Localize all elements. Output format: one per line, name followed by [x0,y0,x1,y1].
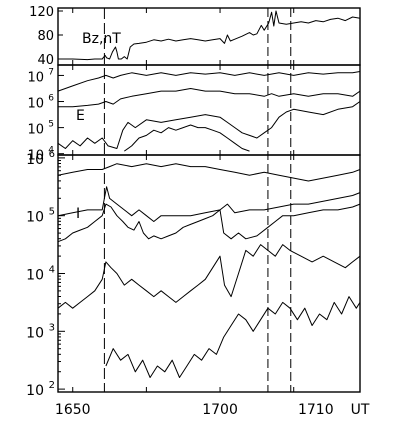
event-markers [103,8,292,392]
e-panel: E [57,64,361,156]
data-traces [57,10,361,378]
i-ytick-exponent-5: 2 [49,380,55,391]
i-ytick-exponent-1: 6 [49,149,55,160]
bz-panel: Bz,nT [57,7,361,66]
xtick-label-4: UT [351,402,370,418]
i-ytick-label-3: 10 [26,268,44,284]
i-ytick-label-1: 10 [26,152,44,168]
trace-panel2-series-2 [58,88,361,108]
trace-panel2-series-4 [124,124,250,152]
trace-panel2-series-3 [57,101,361,149]
i-ytick-label-5: 10 [26,383,44,399]
bz-ytick-label-1: 120 [29,5,54,20]
e-ytick-exponent-2: 6 [48,94,54,104]
i-panel-label: I [76,206,80,222]
trace-panel3-series-4 [57,244,361,309]
xtick-label-3: 1710 [298,402,334,418]
xtick-label-2: 1700 [202,402,238,418]
xtick-label-1: 1650 [55,402,91,418]
bz-ytick-label-3: 40 [37,53,54,68]
trace-panel1-series-1 [58,10,361,61]
trace-panel3-series-5 [105,296,361,378]
trace-panel2-series-1 [57,71,361,92]
i-ytick-exponent-2: 5 [49,207,55,218]
trace-panel3-series-3 [57,203,361,243]
e-ytick-label-4: 10 [27,149,44,164]
i-ytick-exponent-4: 3 [49,322,55,333]
i-ytick-label-2: 10 [26,210,44,226]
bz-panel-label: Bz,nT [82,31,121,47]
e-panel-label: E [76,108,85,124]
e-ytick-exponent-1: 7 [48,67,54,77]
bz-ytick-label-2: 80 [37,29,54,44]
e-ytick-exponent-4: 4 [48,146,54,156]
i-ytick-label-4: 10 [26,325,44,341]
e-ytick-exponent-3: 5 [48,120,54,130]
e-panel-frame [57,64,361,156]
e-ytick-label-3: 10 [27,123,44,138]
e-ytick-label-2: 10 [27,97,44,112]
trace-panel3-series-2 [57,186,361,222]
e-ytick-label-1: 10 [27,70,44,85]
trace-panel3-series-1 [57,163,361,182]
i-ytick-exponent-3: 4 [49,265,55,276]
